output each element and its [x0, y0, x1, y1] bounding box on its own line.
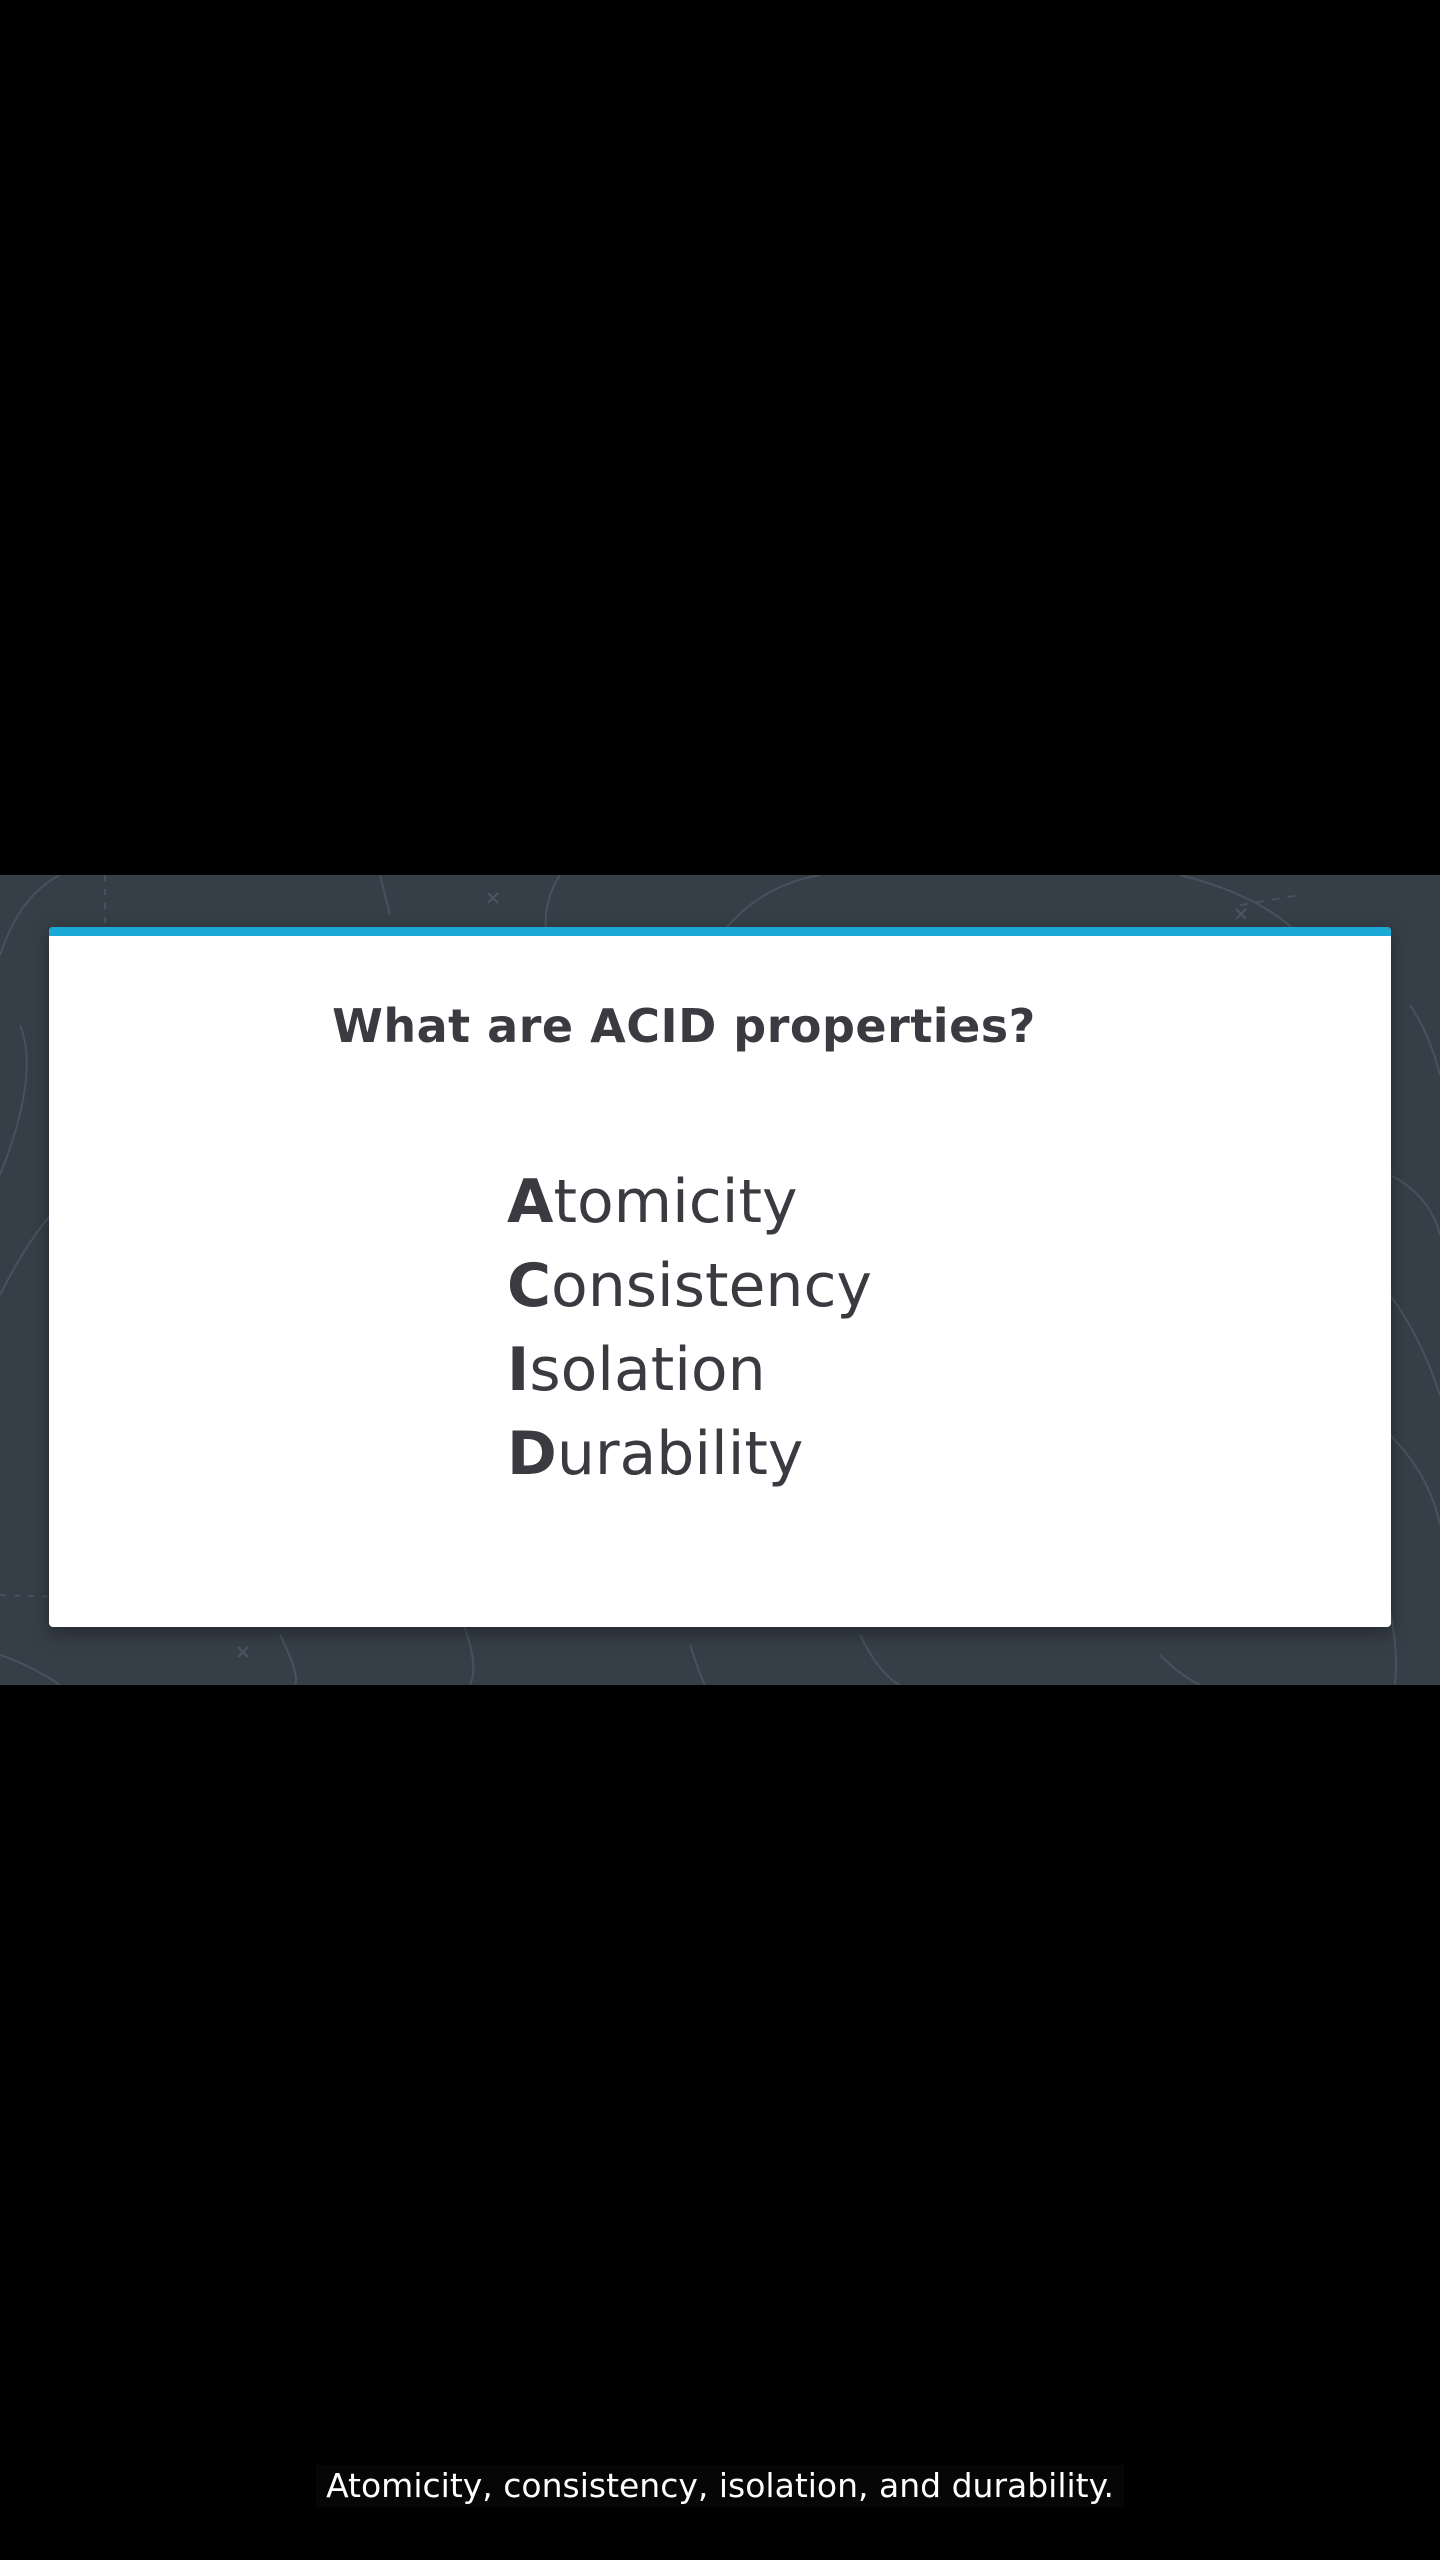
- caption-text: Atomicity, consistency, isolation, and d…: [316, 2465, 1124, 2507]
- acid-list: Atomicity Consistency Isolation Durabili…: [507, 1160, 872, 1496]
- acid-item-consistency: Consistency: [507, 1244, 872, 1328]
- slide-card: What are ACID properties? Atomicity Cons…: [49, 927, 1391, 1627]
- acid-item-letter: A: [507, 1167, 554, 1237]
- slide-accent-bar: [49, 927, 1391, 936]
- acid-item-letter: I: [507, 1335, 530, 1405]
- acid-item-letter: D: [507, 1419, 557, 1489]
- acid-item-rest: urability: [556, 1419, 804, 1489]
- acid-item-rest: tomicity: [553, 1167, 798, 1237]
- acid-item-rest: onsistency: [551, 1251, 872, 1321]
- acid-item-isolation: Isolation: [507, 1328, 872, 1412]
- acid-item-atomicity: Atomicity: [507, 1160, 872, 1244]
- slide-title: What are ACID properties?: [332, 999, 1036, 1053]
- video-frame[interactable]: What are ACID properties? Atomicity Cons…: [0, 875, 1440, 1685]
- acid-item-durability: Durability: [507, 1412, 872, 1496]
- acid-item-letter: C: [507, 1251, 552, 1321]
- acid-item-rest: solation: [529, 1335, 766, 1405]
- caption-bar: Atomicity, consistency, isolation, and d…: [0, 2465, 1440, 2507]
